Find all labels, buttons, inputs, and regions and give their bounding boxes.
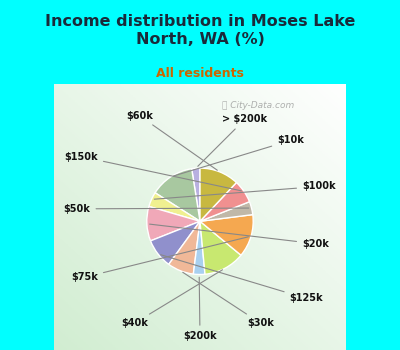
Wedge shape [149,193,200,221]
Text: $125k: $125k [161,255,323,303]
Wedge shape [147,206,200,241]
Wedge shape [155,169,200,221]
Wedge shape [200,182,250,221]
Wedge shape [200,168,236,221]
Text: ⓘ City-Data.com: ⓘ City-Data.com [222,101,294,110]
Wedge shape [200,202,253,221]
Text: $40k: $40k [121,270,222,328]
Text: > $200k: > $200k [198,114,268,166]
Text: $75k: $75k [71,237,248,282]
Text: All residents: All residents [156,67,244,80]
Text: Income distribution in Moses Lake
North, WA (%): Income distribution in Moses Lake North,… [45,14,355,47]
Text: $50k: $50k [64,204,249,214]
Text: $200k: $200k [183,277,217,341]
Wedge shape [150,221,200,264]
Wedge shape [169,221,200,274]
Wedge shape [192,168,200,221]
Wedge shape [200,215,253,255]
Text: $100k: $100k [154,181,336,199]
Text: $30k: $30k [183,272,274,328]
Text: $150k: $150k [64,152,241,191]
Wedge shape [200,221,241,274]
Text: $60k: $60k [126,111,217,170]
Text: $20k: $20k [150,224,329,249]
Text: $10k: $10k [174,135,304,176]
Wedge shape [193,221,205,274]
